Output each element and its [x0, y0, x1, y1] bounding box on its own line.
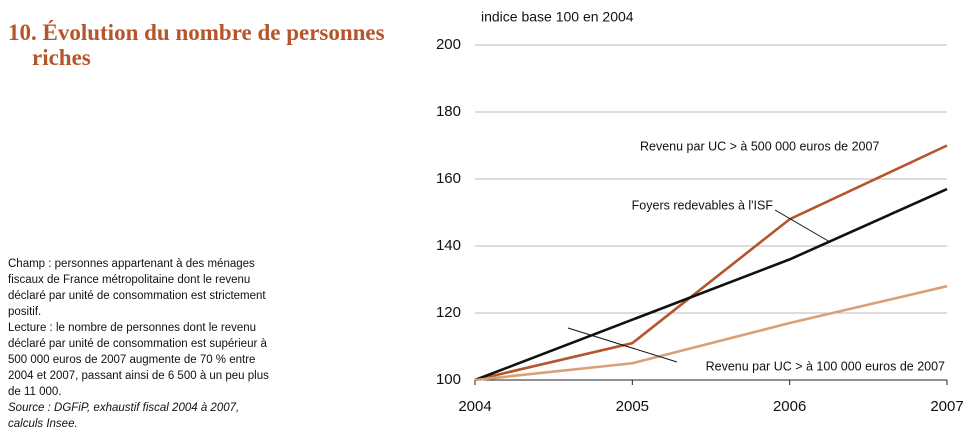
x-tick-label: 2005: [616, 398, 649, 413]
note: Champ : personnes appartenant à des ména…: [8, 258, 266, 318]
note: Lecture : le nombre de personnes dont le…: [8, 322, 269, 398]
y-axis-label: indice base 100 en 2004: [481, 9, 634, 25]
series-line: [474, 187, 948, 382]
y-tick-label: 100: [436, 371, 461, 388]
y-tick-label: 160: [436, 170, 461, 187]
leader-line: [567, 327, 678, 363]
y-tick-label: 200: [436, 36, 461, 53]
chart: indice base 100 en 2004 100 120 140 160 180 2…: [436, 9, 964, 413]
y-tick-label: 180: [436, 103, 461, 120]
y-tick-label: 120: [436, 304, 461, 321]
series-label: Revenu par UC > à 100 000 euros de 2007: [706, 359, 945, 373]
series-label: Foyers redevables à l'ISF: [632, 198, 774, 212]
y-tick-label: 140: [436, 237, 461, 254]
x-tick-label: 2006: [773, 398, 806, 413]
series-label: Revenu par UC > à 500 000 euros de 2007: [640, 139, 879, 153]
leader-line: [774, 209, 831, 243]
x-tick-label: 2004: [458, 398, 491, 413]
x-tick-label: 2007: [930, 398, 963, 413]
chart-title: 10. Évolution du nombre de personnes ric…: [8, 20, 385, 70]
series-line: [474, 144, 948, 382]
series-line: [474, 284, 948, 382]
page: 10. Évolution du nombre de personnes ric…: [8, 8, 964, 430]
